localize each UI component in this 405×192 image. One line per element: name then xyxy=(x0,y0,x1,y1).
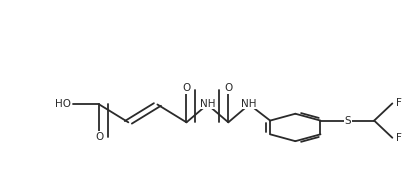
Text: NH: NH xyxy=(200,98,215,108)
Text: F: F xyxy=(396,98,402,108)
Text: O: O xyxy=(95,132,103,142)
Text: HO: HO xyxy=(55,99,71,109)
Text: S: S xyxy=(345,116,351,126)
Text: NH: NH xyxy=(241,98,257,108)
Text: O: O xyxy=(224,83,232,93)
Text: O: O xyxy=(182,83,191,93)
Text: F: F xyxy=(396,133,402,143)
